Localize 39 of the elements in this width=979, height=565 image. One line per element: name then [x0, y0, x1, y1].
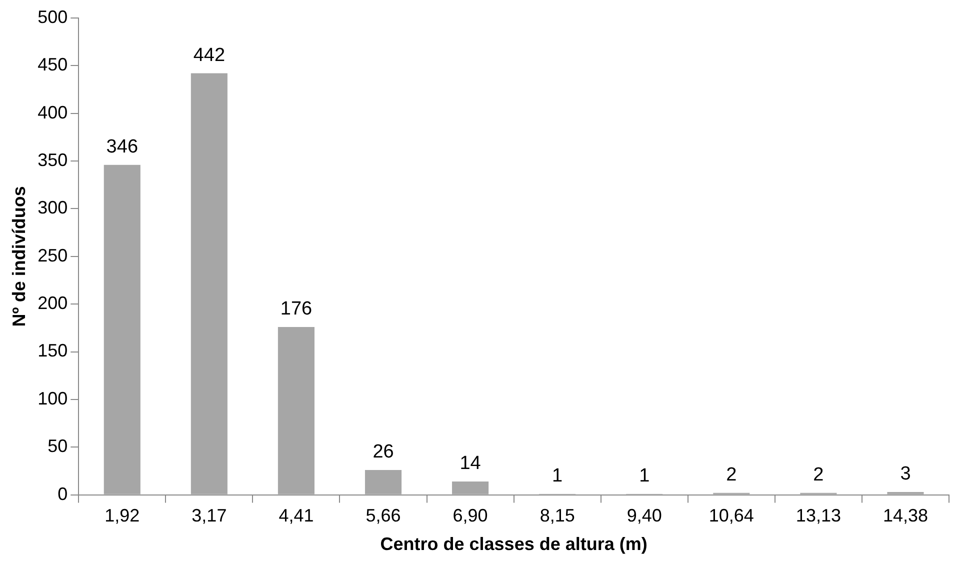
x-tick-label: 10,64 [708, 506, 754, 526]
x-tick-label: 3,17 [192, 506, 227, 526]
x-axis-title: Centro de classes de altura (m) [380, 534, 648, 554]
bar [452, 481, 489, 494]
x-tick-label: 1,92 [104, 506, 140, 526]
x-tick-label: 14,38 [882, 506, 928, 526]
data-label: 346 [106, 136, 138, 158]
y-axis-title: Nº de indivíduos [8, 186, 29, 327]
data-label: 14 [460, 453, 482, 474]
bar [104, 164, 140, 494]
data-label: 2 [813, 464, 824, 486]
x-tick-label: 8,15 [540, 506, 575, 526]
y-tick-label: 0 [58, 484, 68, 504]
y-tick-label: 450 [38, 54, 68, 75]
x-tick-label: 4,41 [278, 506, 314, 526]
data-label: 1 [552, 466, 563, 487]
x-tick-label: 5,66 [366, 506, 401, 526]
y-tick-label: 100 [38, 388, 68, 408]
data-label: 26 [372, 442, 394, 463]
x-tick-label: 9,40 [626, 506, 662, 526]
y-tick-label: 400 [38, 102, 68, 122]
y-tick-label: 350 [38, 150, 68, 170]
y-tick-label: 50 [48, 436, 68, 456]
x-tick-label: 13,13 [796, 506, 841, 526]
y-tick-label: 500 [38, 6, 68, 27]
data-label: 3 [900, 464, 911, 485]
y-tick-label: 250 [38, 245, 68, 266]
x-tick-label: 6,90 [452, 506, 488, 526]
bar [190, 73, 228, 494]
y-tick-label: 200 [38, 293, 68, 314]
bar [887, 492, 924, 494]
y-tick-label: 150 [38, 340, 68, 361]
data-label: 2 [726, 464, 737, 486]
y-tick-label: 300 [38, 198, 68, 218]
bar [278, 326, 314, 494]
data-label: 176 [280, 298, 312, 320]
data-label: 442 [193, 45, 226, 66]
data-label: 1 [639, 466, 650, 487]
bar [364, 470, 402, 494]
